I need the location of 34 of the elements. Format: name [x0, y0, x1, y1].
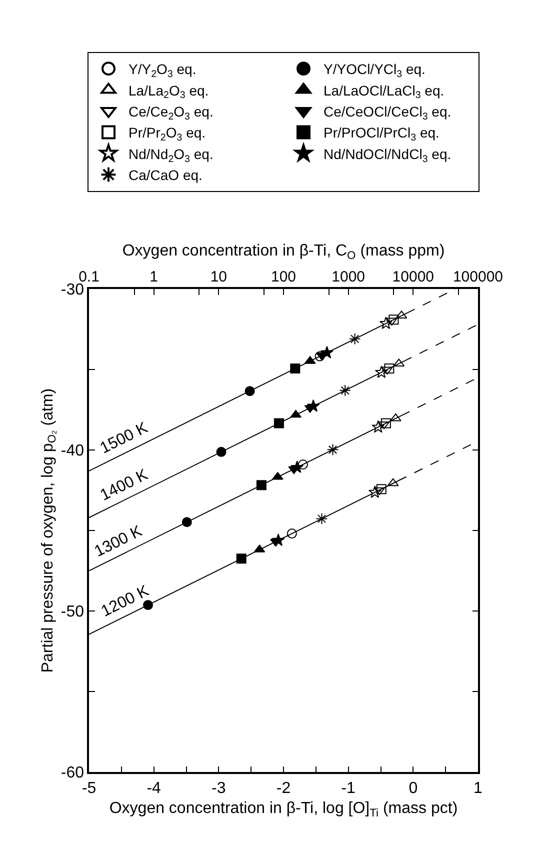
x2-tick-label: 10	[210, 268, 228, 286]
legend-label: Ce/Ce$_{2}$O$_{3}$ eq.	[128, 103, 214, 122]
x-tick-label: -1	[341, 780, 356, 797]
y-tick-label: -60	[60, 764, 84, 782]
y-tick-label: -50	[60, 604, 84, 621]
legend-label: Nd/Nd$_{2}$O$_{3}$ eq.	[128, 146, 214, 165]
legend-label: Ca/CaO eq.	[128, 167, 202, 184]
x-axis-title: Oxygen concentration in β-Ti, log [O]$_{Ti}$ (mass pct)	[109, 800, 458, 820]
legend-label: Pr/Pr$_{2}$O$_{3}$ eq.	[128, 124, 206, 144]
legend-label: Pr/PrOCl/PrCl$_{3}$ eq.	[324, 124, 440, 144]
x2-tick-label: 1	[150, 268, 158, 286]
annotation: 1500 K	[98, 419, 151, 458]
annotation: 1200 K	[98, 582, 152, 620]
x-tick-label: -2	[276, 780, 291, 797]
annotation: 1400 K	[98, 466, 152, 504]
legend-label: Y/YOCl/YCl$_{3}$ eq.	[324, 61, 426, 80]
legend-label: Nd/NdOCl/NdCl$_{3}$ eq.	[324, 146, 452, 165]
x2-axis-title: Oxygen concentration in β-Ti, C$_{O}$ (mass ppm)	[122, 242, 445, 262]
x2-tick-label: 100	[270, 268, 296, 286]
y-tick-label: -40	[60, 442, 84, 460]
x2-tick-label: 100000	[452, 268, 504, 286]
annotation: 1300 K	[92, 522, 146, 561]
y-tick-label: -30	[60, 282, 84, 299]
x-tick-label: -5	[82, 780, 96, 797]
legend-label: La/La$_{2}$O$_{3}$ eq.	[128, 82, 209, 102]
x-tick-label: -3	[212, 780, 226, 797]
x2-tick-label: 10000	[392, 268, 434, 286]
x-tick-label: -4	[146, 780, 162, 797]
x-tick-label: 1	[474, 780, 483, 797]
legend-label: La/LaOCl/LaCl$_{3}$ eq.	[324, 82, 444, 102]
legend-label: Y/Y$_{2}$O$_{3}$ eq.	[128, 61, 196, 80]
x-tick-label: 0	[408, 780, 418, 797]
x2-tick-label: 1000	[332, 268, 366, 286]
legend-label: Ce/CeOCl/CeCl$_{3}$ eq.	[324, 103, 452, 122]
